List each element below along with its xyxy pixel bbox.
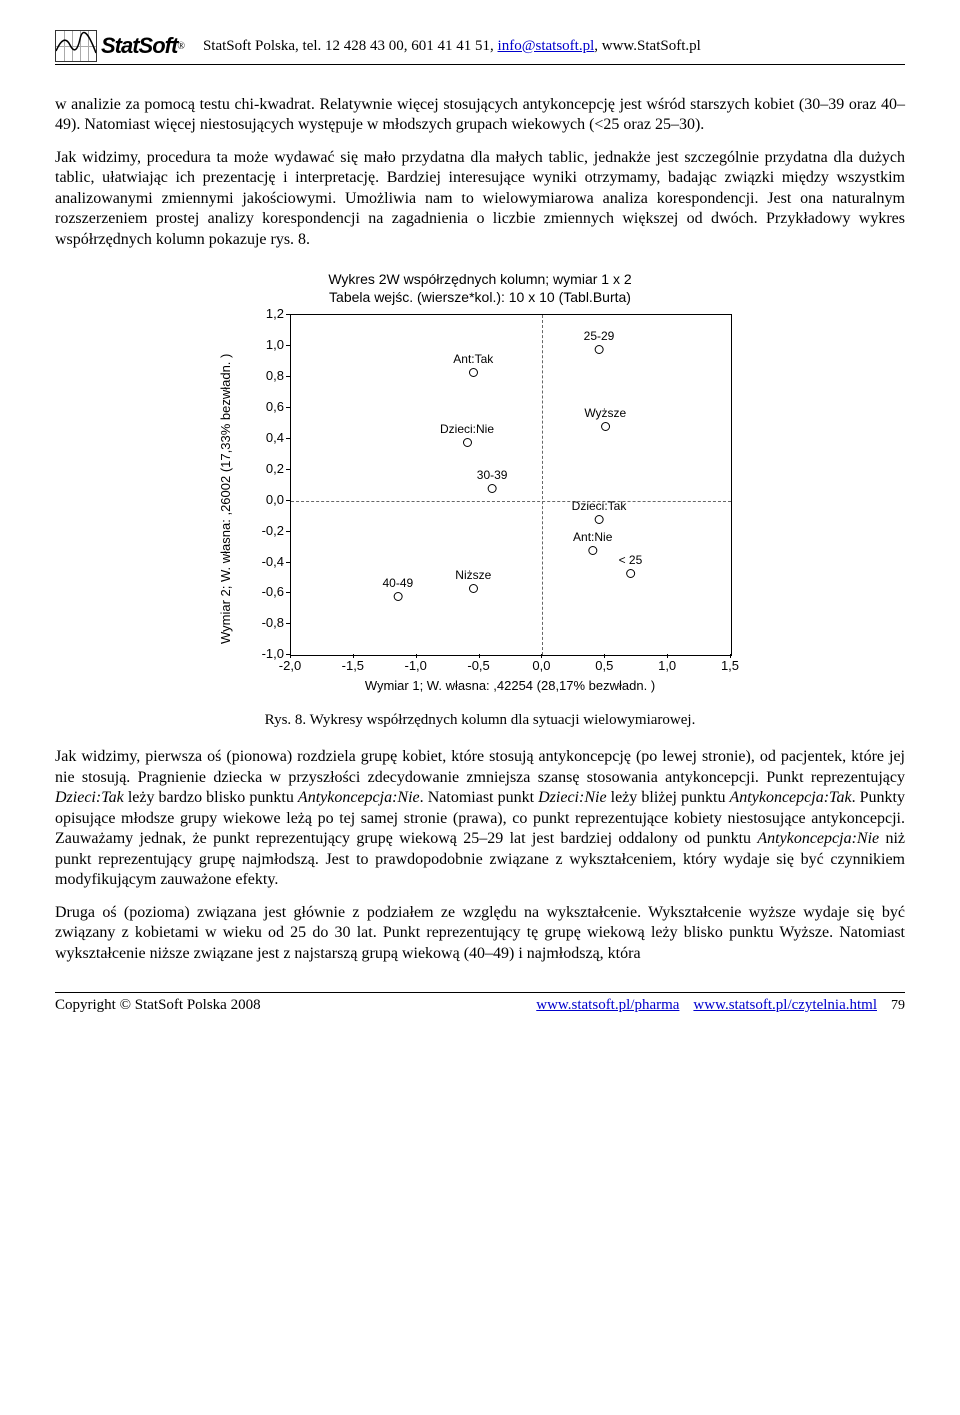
chart-title-line2: Tabela wejśc. (wiersze*kol.): 10 x 10 (T…	[200, 288, 760, 306]
paragraph-4: Druga oś (pozioma) związana jest głównie…	[55, 903, 905, 964]
zero-line-horizontal	[291, 501, 731, 502]
logo-wave-icon	[55, 30, 97, 62]
ytick: 1,2	[250, 306, 284, 321]
header-contact: StatSoft Polska, tel. 12 428 43 00, 601 …	[203, 38, 905, 55]
p3-i3: Dzieci:Nie	[538, 789, 606, 806]
data-point: Ant:Nie	[573, 530, 612, 555]
chart-container: Wykres 2W współrzędnych kolumn; wymiar 1…	[200, 270, 760, 704]
ytick: -0,4	[250, 554, 284, 569]
footer-link-czytelnia[interactable]: www.statsoft.pl/czytelnia.html	[693, 997, 877, 1014]
footer-link-pharma[interactable]: www.statsoft.pl/pharma	[536, 997, 679, 1014]
ytick: 0,0	[250, 492, 284, 507]
xtick: 1,5	[710, 658, 750, 673]
figure-caption: Rys. 8. Wykresy współrzędnych kolumn dla…	[55, 712, 905, 729]
footer-copyright: Copyright © StatSoft Polska 2008	[55, 997, 261, 1014]
ytick: -0,8	[250, 615, 284, 630]
p3-s1: Jak widzimy, pierwsza oś (pionowa) rozdz…	[55, 748, 905, 785]
p3-s3: . Natomiast punkt	[420, 789, 538, 806]
chart-title: Wykres 2W współrzędnych kolumn; wymiar 1…	[200, 270, 760, 306]
header-prefix: StatSoft Polska, tel. 12 428 43 00, 601 …	[203, 38, 498, 54]
data-point: Dzieci:Tak	[572, 499, 627, 524]
data-point: Ant:Tak	[453, 352, 493, 377]
xtick: -1,5	[333, 658, 373, 673]
ytick: -0,6	[250, 584, 284, 599]
xtick: 0,0	[521, 658, 561, 673]
header-site: www.StatSoft.pl	[602, 38, 701, 54]
p3-i2: Antykoncepcja:Nie	[298, 789, 420, 806]
ytick: 0,8	[250, 368, 284, 383]
p3-s4: leży bliżej punktu	[607, 789, 730, 806]
xtick: -1,0	[396, 658, 436, 673]
ytick: 0,2	[250, 461, 284, 476]
paragraph-2: Jak widzimy, procedura ta może wydawać s…	[55, 148, 905, 250]
chart-title-line1: Wykres 2W współrzędnych kolumn; wymiar 1…	[200, 270, 760, 288]
logo: StatSoft®	[55, 30, 185, 62]
xtick: -2,0	[270, 658, 310, 673]
ytick: 0,6	[250, 399, 284, 414]
ytick: 1,0	[250, 337, 284, 352]
data-point: 25-29	[584, 329, 615, 354]
xtick: 1,0	[647, 658, 687, 673]
plot-area: Ant:Tak 25-29 Dzieci:Nie Wyższe 30-39 Dzieci:…	[290, 314, 732, 656]
paragraph-1: w analizie za pomocą testu chi-kwadrat. …	[55, 95, 905, 136]
xtick: 0,5	[584, 658, 624, 673]
data-point: Dzieci:Nie	[440, 422, 494, 447]
y-axis-label: Wymiar 2; W. własna: ,26002 (17,33% bezw…	[218, 354, 233, 644]
data-point: 30-39	[477, 468, 508, 493]
data-point: Niższe	[455, 568, 491, 593]
ytick: -0,2	[250, 523, 284, 538]
page-header: StatSoft® StatSoft Polska, tel. 12 428 4…	[55, 30, 905, 65]
correspondence-chart: Wykres 2W współrzędnych kolumn; wymiar 1…	[200, 270, 760, 704]
ytick: 0,4	[250, 430, 284, 445]
data-point: 40-49	[382, 576, 413, 601]
paragraph-3: Jak widzimy, pierwsza oś (pionowa) rozdz…	[55, 747, 905, 890]
header-email-link[interactable]: info@statsoft.pl	[498, 38, 595, 54]
x-axis-label: Wymiar 1; W. własna: ,42254 (28,17% bezw…	[290, 678, 730, 693]
xtick: -0,5	[459, 658, 499, 673]
data-point: Wyższe	[584, 406, 626, 431]
header-sep: ,	[594, 38, 602, 54]
p3-s2: leży bardzo blisko punktu	[124, 789, 298, 806]
p3-i5: Antykoncepcja:Nie	[757, 830, 879, 847]
logo-text: StatSoft	[101, 33, 177, 59]
page-number: 79	[891, 998, 905, 1014]
page-footer: Copyright © StatSoft Polska 2008 www.sta…	[55, 992, 905, 1014]
p3-i1: Dzieci:Tak	[55, 789, 124, 806]
data-point: < 25	[619, 553, 643, 578]
p3-i4: Antykoncepcja:Tak	[730, 789, 852, 806]
zero-line-vertical	[542, 315, 543, 655]
